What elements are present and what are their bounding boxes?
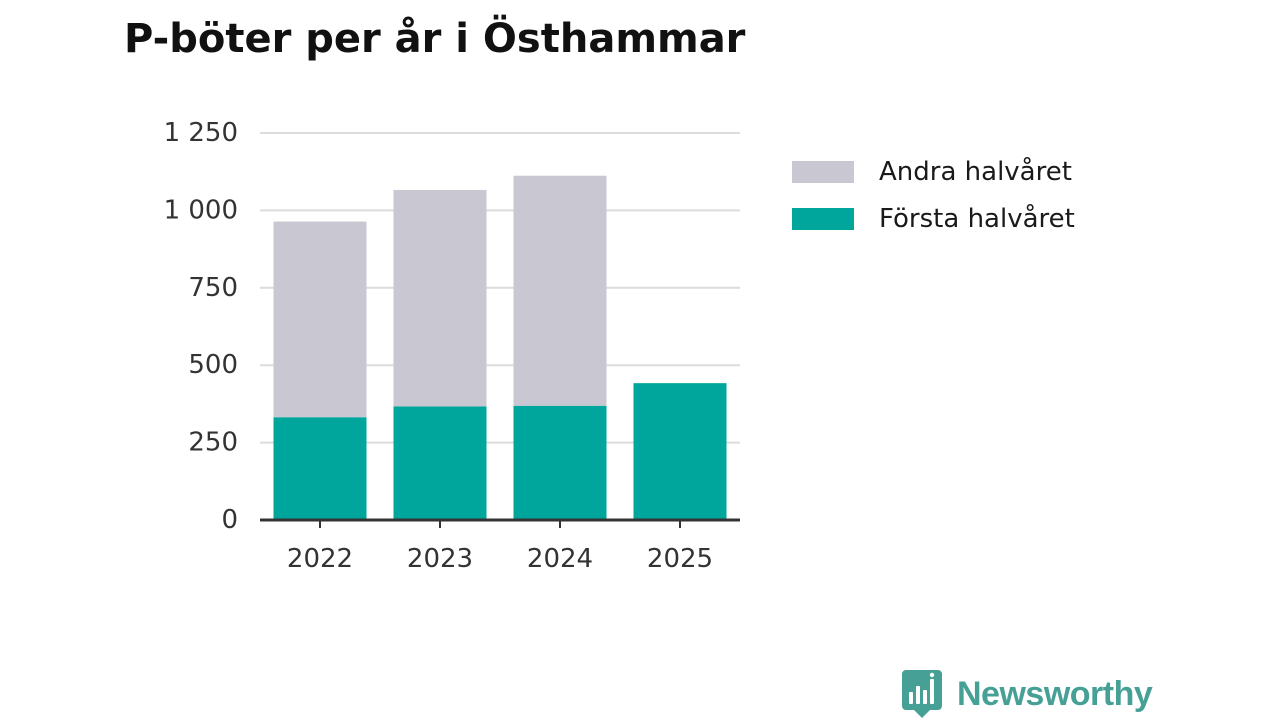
y-tick-label-1250: 1 250	[164, 118, 238, 148]
bar-2023-andra-halv-ret	[393, 189, 487, 407]
bars	[273, 175, 727, 520]
legend-label-andra-halv-ret: Andra halvåret	[879, 156, 1072, 187]
legend-swatch-andra-halv-ret	[792, 161, 854, 183]
newsworthy-logo: Newsworthy	[902, 670, 1153, 718]
bar-2024-andra-halv-ret	[513, 175, 607, 406]
y-tick-label-0: 0	[221, 505, 238, 535]
brand-name: Newsworthy	[957, 674, 1153, 713]
chart-title: P-böter per år i Östhammar	[124, 16, 746, 62]
y-axis-tick-labels: 0 250 500 750 1 000 1 250	[164, 118, 238, 535]
x-tick-label-2023: 2023	[407, 544, 473, 574]
bar-chart-speech-bubble-icon	[902, 670, 942, 718]
x-tick-label-2024: 2024	[527, 544, 593, 574]
x-axis: 2022 2023 2024 2025	[260, 518, 740, 574]
y-tick-label-250: 250	[188, 428, 238, 458]
x-tick-label-2022: 2022	[287, 544, 353, 574]
legend-label-f-rsta-halv-ret: Första halvåret	[879, 203, 1075, 234]
bar-2024-f-rsta-halv-ret	[513, 405, 607, 520]
bar-2022-f-rsta-halv-ret	[273, 417, 367, 520]
bar-2025-f-rsta-halv-ret	[633, 383, 727, 520]
x-tick-label-2025: 2025	[647, 544, 713, 574]
bar-2022-andra-halv-ret	[273, 221, 367, 418]
y-tick-label-500: 500	[188, 350, 238, 380]
legend-swatch-f-rsta-halv-ret	[792, 208, 854, 230]
legend: Andra halvåret Första halvåret	[792, 156, 1075, 234]
y-tick-label-1000: 1 000	[164, 195, 238, 225]
bar-2023-f-rsta-halv-ret	[393, 406, 487, 520]
y-tick-label-750: 750	[188, 273, 238, 303]
